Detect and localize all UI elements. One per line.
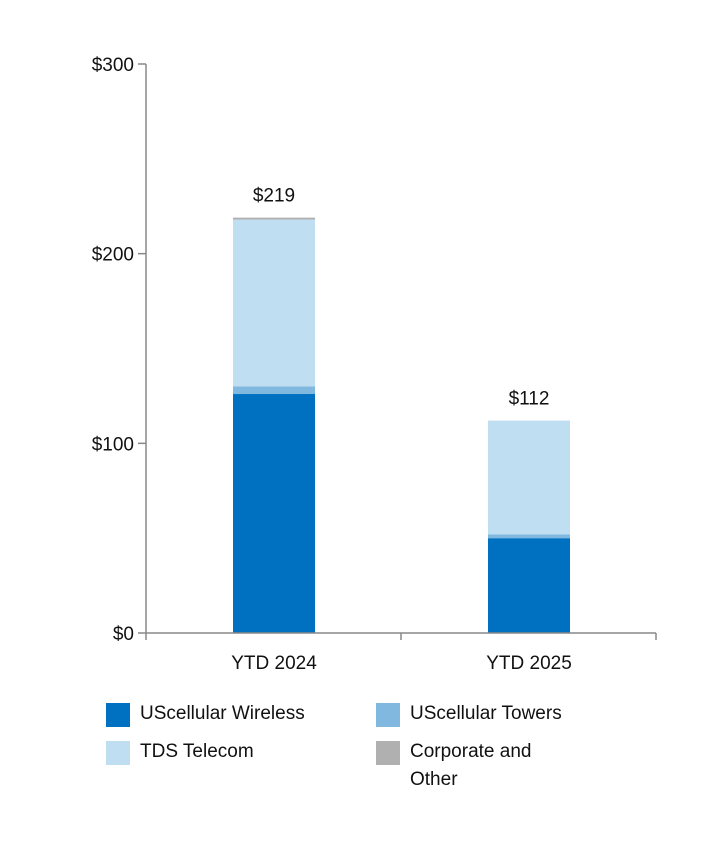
y-tick-label: $100 xyxy=(92,434,134,455)
y-tick-label: $0 xyxy=(113,624,134,645)
bar-chart: $0 $100 $200 $300 $219 $112 YTD 2024 YTD 2025 xyxy=(92,55,657,674)
x-axis: YTD 2024 YTD 2025 xyxy=(145,632,657,674)
bar-tds-telecom-ytd-2025 xyxy=(488,420,570,535)
total-label-ytd-2025: $112 xyxy=(509,389,550,410)
y-tick-label: $200 xyxy=(92,245,134,266)
bar-uscellular-wireless-ytd-2024 xyxy=(233,394,315,633)
bar-tds-telecom-ytd-2024 xyxy=(233,219,315,387)
legend-label-tds-telecom: TDS Telecom xyxy=(140,741,254,762)
bar-uscellular-towers-ytd-2025 xyxy=(488,534,570,539)
legend-swatch-uscellular-towers xyxy=(376,703,400,727)
legend-item-tds-telecom: TDS Telecom xyxy=(106,738,330,766)
legend-label-uscellular-wireless: UScellular Wireless xyxy=(140,703,305,724)
legend-swatch-uscellular-wireless xyxy=(106,703,130,727)
total-label-ytd-2024: $219 xyxy=(253,186,295,207)
bars: $219 $112 xyxy=(233,186,570,633)
legend-item-uscellular-wireless: UScellular Wireless xyxy=(106,700,330,728)
y-axis: $0 $100 $200 $300 xyxy=(92,55,147,645)
legend-item-corporate-and-other: Corporate and Other xyxy=(376,738,580,794)
bar-corporate-and-other-ytd-2024 xyxy=(233,217,315,220)
legend-item-uscellular-towers: UScellular Towers xyxy=(376,700,600,728)
legend-label-corporate-and-other: Corporate and Other xyxy=(410,741,532,790)
bar-uscellular-wireless-ytd-2025 xyxy=(488,538,570,633)
x-category-label-ytd-2025: YTD 2025 xyxy=(486,653,572,674)
legend-swatch-tds-telecom xyxy=(106,741,130,765)
x-category-label-ytd-2024: YTD 2024 xyxy=(231,653,317,674)
bar-uscellular-towers-ytd-2024 xyxy=(233,386,315,395)
legend-swatch-corporate-and-other xyxy=(376,741,400,765)
legend-label-uscellular-towers: UScellular Towers xyxy=(410,703,562,724)
y-tick-label: $300 xyxy=(92,55,134,76)
